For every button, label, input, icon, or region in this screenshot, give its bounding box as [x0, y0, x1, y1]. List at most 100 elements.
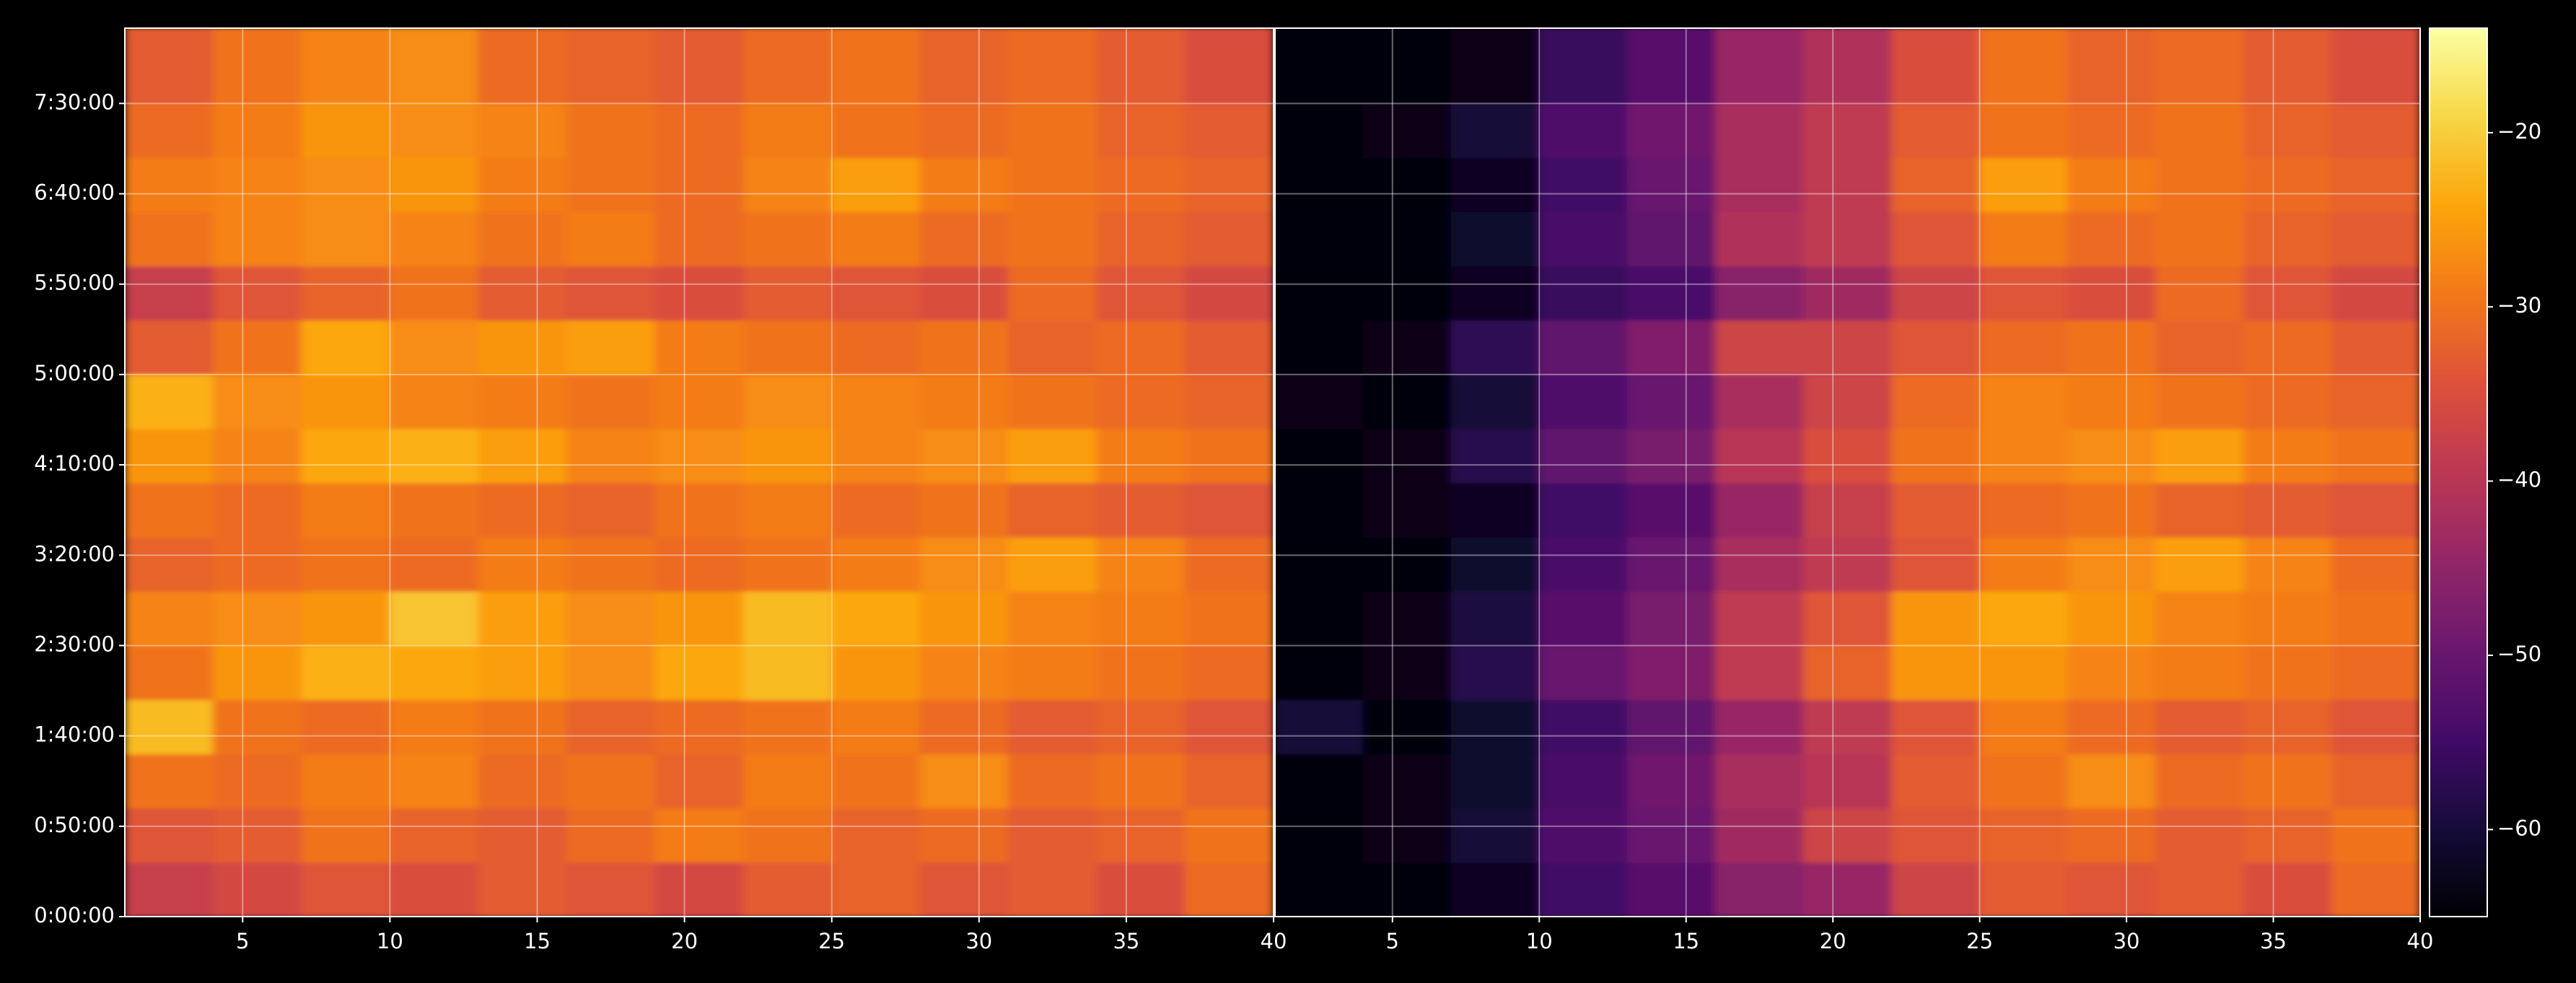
heatmap-cell: [919, 645, 1009, 701]
heatmap-cell: [301, 320, 390, 375]
panel-border: [124, 27, 1274, 917]
heatmap-cell: [1802, 482, 1893, 538]
heatmap-cell: [566, 102, 656, 158]
heatmap-cell: [1362, 428, 1452, 484]
heatmap-cell: [831, 428, 921, 484]
heatmap-cell: [1891, 645, 1981, 701]
heatmap-cell: [1362, 862, 1452, 917]
heatmap-cell: [831, 102, 921, 158]
heatmap-cell: [1362, 536, 1452, 592]
heatmap-cell: [389, 374, 479, 429]
heatmap-cell: [2155, 645, 2245, 701]
heatmap-cell: [919, 266, 1009, 321]
heatmap-cell: [1096, 862, 1186, 917]
heatmap-cell: [654, 428, 744, 484]
heatmap-cell: [919, 102, 1009, 158]
heatmap-cell: [566, 374, 656, 429]
heatmap-cell: [831, 28, 921, 104]
heatmap-cell: [301, 266, 390, 321]
heatmap-cell: [1626, 428, 1716, 484]
heatmap-cell: [831, 753, 921, 809]
heatmap-cell: [478, 28, 567, 104]
heatmap-cell: [2155, 536, 2245, 592]
heatmap-cell: [212, 428, 302, 484]
heatmap-cell: [566, 808, 656, 863]
heatmap-cell: [1626, 157, 1716, 213]
heatmap-cell: [2155, 157, 2245, 213]
heatmap-cell: [919, 482, 1009, 538]
heatmap-cell: [2155, 320, 2245, 375]
heatmap-cell: [1362, 482, 1452, 538]
heatmap-cell: [301, 645, 390, 701]
heatmap-cell: [1891, 266, 1981, 321]
x-tick-label: 15: [524, 929, 551, 953]
heatmap-cell: [1275, 211, 1364, 267]
heatmap-cell: [2331, 645, 2420, 701]
heatmap-cell: [2067, 266, 2157, 321]
y-tick-label: 0:00:00: [34, 903, 115, 927]
heatmap-cell: [831, 320, 921, 375]
heatmap-cell: [1008, 320, 1098, 375]
heatmap-cell: [919, 374, 1009, 429]
heatmap-cell: [1185, 753, 1274, 809]
heatmap-cell: [1626, 320, 1716, 375]
heatmap-cell: [2243, 753, 2333, 809]
heatmap-cell: [742, 808, 833, 863]
heatmap-cell: [301, 28, 390, 104]
heatmap-cell: [1714, 28, 1804, 104]
heatmap-cell: [919, 428, 1009, 484]
heatmap-cell: [2155, 102, 2245, 158]
heatmap-cell: [919, 320, 1009, 375]
heatmap-cell: [1275, 862, 1364, 917]
heatmap-cell: [125, 320, 214, 375]
heatmap-cell: [2331, 699, 2420, 755]
heatmap-cell: [2243, 808, 2333, 863]
heatmap-cell: [1891, 699, 1981, 755]
heatmap-cell: [1450, 862, 1540, 917]
heatmap-cell: [1714, 590, 1804, 646]
heatmap-cell: [2155, 28, 2245, 104]
heatmap-cell: [566, 536, 656, 592]
heatmap-cell: [742, 28, 833, 104]
heatmap-cell: [654, 102, 744, 158]
heatmap-cell: [1450, 428, 1540, 484]
heatmap-cell: [1802, 320, 1893, 375]
heatmap-cell: [125, 862, 214, 917]
heatmap-cell: [2155, 808, 2245, 863]
heatmap-cell: [1979, 590, 2069, 646]
heatmap-cell: [654, 536, 744, 592]
heatmap-cell: [831, 211, 921, 267]
heatmap-cell: [1626, 753, 1716, 809]
heatmap-cell: [389, 482, 479, 538]
x-tick-label: 10: [377, 929, 403, 953]
heatmap-cell: [1008, 428, 1098, 484]
heatmap-cell: [919, 699, 1009, 755]
heatmap-cell: [742, 482, 833, 538]
heatmap-cell: [919, 753, 1009, 809]
heatmap-cell: [1362, 320, 1452, 375]
x-tick-label: 30: [2113, 929, 2140, 953]
heatmap-cell: [478, 699, 567, 755]
heatmap-cell: [1096, 211, 1186, 267]
heatmap-cell: [1979, 211, 2069, 267]
heatmap-cell: [478, 266, 567, 321]
heatmap-cell: [1450, 211, 1540, 267]
heatmap-cell: [125, 211, 214, 267]
heatmap-cell: [1450, 808, 1540, 863]
heatmap-cell: [2243, 28, 2333, 104]
heatmap-cell: [2067, 862, 2157, 917]
heatmap-cell: [1802, 28, 1893, 104]
heatmap-cell: [212, 482, 302, 538]
heatmap-cell: [2243, 536, 2333, 592]
heatmap-cell: [2331, 862, 2420, 917]
heatmap-cell: [1891, 157, 1981, 213]
heatmap-cell: [1008, 28, 1098, 104]
heatmap-cell: [212, 102, 302, 158]
heatmap-cell: [125, 645, 214, 701]
heatmap-cell: [1096, 536, 1186, 592]
heatmap-cell: [1275, 374, 1364, 429]
heatmap-cell: [1185, 211, 1274, 267]
heatmap-cell: [2067, 536, 2157, 592]
heatmap-cell: [1008, 102, 1098, 158]
heatmap-cell: [742, 590, 833, 646]
